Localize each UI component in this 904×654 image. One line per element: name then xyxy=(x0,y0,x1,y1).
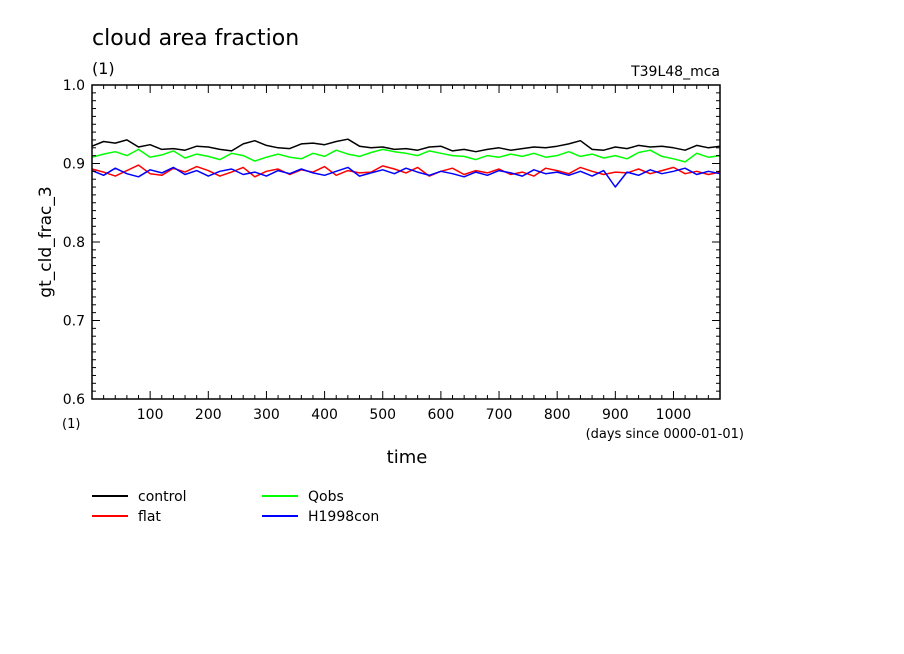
x-tick-label: 900 xyxy=(602,407,629,423)
y-tick-labels: 0.6 0.7 0.8 0.9 1.0 xyxy=(63,78,85,408)
top-right-label: T39L48_mca xyxy=(630,64,720,80)
chart-title: cloud area fraction xyxy=(92,26,299,51)
x-tick-label: 100 xyxy=(137,407,164,423)
series-line-flat xyxy=(91,164,721,178)
series-line-control xyxy=(91,138,721,153)
x-tick-label: 800 xyxy=(544,407,571,423)
axis-ticks xyxy=(92,85,720,399)
y-axis-unit: (1) xyxy=(62,417,80,432)
legend-label-flat: flat xyxy=(138,509,161,525)
plot-frame xyxy=(91,84,721,400)
x-tick-label: 1000 xyxy=(656,407,692,423)
y-tick-label: 0.7 xyxy=(63,314,85,330)
series-line-qobs xyxy=(91,148,721,163)
y-axis-label: gt_cld_frac_3 xyxy=(36,186,56,297)
legend: control flat Qobs H1998con xyxy=(92,489,379,525)
chart-subtitle: (1) xyxy=(92,59,115,78)
y-tick-label: 0.6 xyxy=(63,392,85,408)
y-tick-label: 1.0 xyxy=(63,78,85,94)
x-tick-label: 600 xyxy=(428,407,455,423)
legend-label-control: control xyxy=(138,489,187,505)
x-tick-label: 400 xyxy=(311,407,338,423)
legend-label-qobs: Qobs xyxy=(308,489,344,505)
x-axis-unit: (days since 0000-01-01) xyxy=(586,427,744,442)
plot-series xyxy=(91,138,721,188)
y-tick-label: 0.8 xyxy=(63,235,85,251)
x-tick-label: 300 xyxy=(253,407,280,423)
y-tick-label: 0.9 xyxy=(63,157,85,173)
x-tick-label: 700 xyxy=(486,407,513,423)
x-tick-label: 200 xyxy=(195,407,222,423)
x-tick-labels: 100 200 300 400 500 600 700 800 900 1000 xyxy=(137,407,692,423)
x-axis-label: time xyxy=(387,447,428,468)
legend-label-h1998con: H1998con xyxy=(308,509,379,525)
x-tick-label: 500 xyxy=(369,407,396,423)
series-line-h1998con xyxy=(91,166,721,188)
